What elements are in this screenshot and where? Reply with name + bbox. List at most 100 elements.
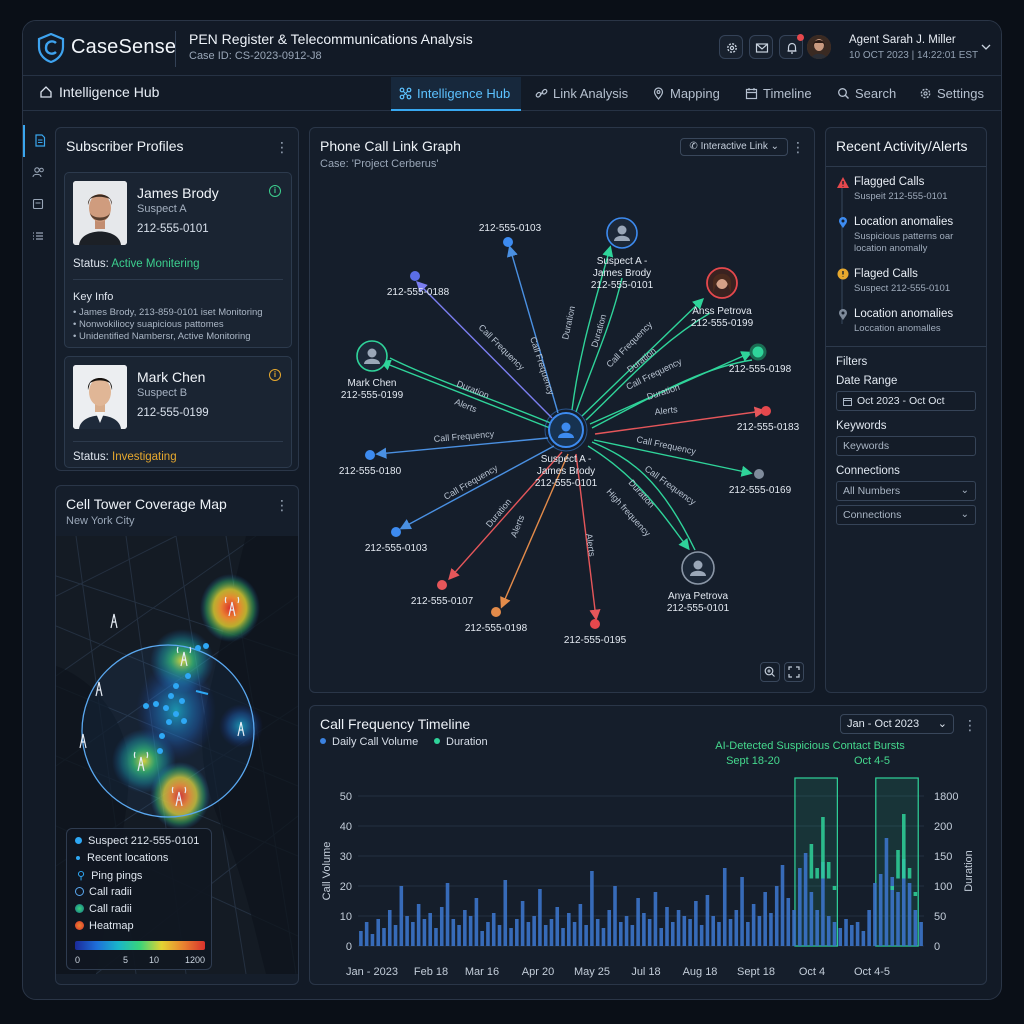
edge bbox=[448, 451, 563, 581]
edge-label: Call Frequency bbox=[477, 322, 527, 372]
alert-title: Location anomalies bbox=[854, 308, 954, 320]
home-icon bbox=[40, 86, 52, 98]
edge bbox=[581, 298, 705, 417]
edge bbox=[506, 245, 559, 414]
info-icon[interactable]: i bbox=[269, 369, 281, 381]
tab-label: Mapping bbox=[670, 86, 720, 101]
y2-tick-label: 200 bbox=[934, 821, 952, 833]
legend-label: Call radii bbox=[89, 903, 132, 915]
map-canvas[interactable]: Suspect 212-555-0101 Recent locations ⚲ P… bbox=[56, 536, 298, 974]
y2-axis-label: Duration bbox=[963, 850, 975, 892]
zoom-button[interactable] bbox=[760, 662, 780, 682]
rail-item-people[interactable] bbox=[23, 157, 53, 189]
edge bbox=[500, 453, 569, 609]
volume-bar bbox=[393, 925, 398, 946]
duration-bar bbox=[901, 814, 906, 879]
duration-bar bbox=[890, 886, 895, 890]
fullscreen-icon bbox=[788, 666, 800, 678]
y-tick-label: 10 bbox=[340, 911, 352, 923]
y2-tick-label: 50 bbox=[934, 911, 946, 923]
volume-bar bbox=[705, 895, 710, 946]
graph-node bbox=[749, 343, 767, 361]
timeline-chart[interactable]: 0 0 10 50 20 100 30 150 40 200 50 1800 Jan - 2023 Feb… bbox=[310, 706, 986, 984]
duration-bar bbox=[913, 892, 918, 896]
fullscreen-button[interactable] bbox=[784, 662, 804, 682]
connections-select-secondary[interactable]: Connections ⌄ bbox=[836, 505, 976, 525]
filters-title: Filters bbox=[836, 356, 868, 368]
edge bbox=[591, 441, 696, 551]
date-range-label: Date Range bbox=[836, 375, 898, 387]
volume-bar bbox=[480, 931, 484, 946]
kebab-menu-icon[interactable]: ⋮ bbox=[275, 139, 289, 155]
volume-bar bbox=[757, 916, 762, 946]
people-icon bbox=[32, 167, 44, 178]
graph-node bbox=[365, 450, 375, 460]
y2-tick-label: 1800 bbox=[934, 791, 958, 803]
connections-select[interactable]: All Numbers ⌄ bbox=[836, 481, 976, 501]
tab-intelligence-hub[interactable]: Intelligence Hub bbox=[391, 77, 521, 111]
gear-button[interactable] bbox=[719, 35, 743, 59]
y-axis-label: Call Volume bbox=[321, 842, 333, 901]
link-icon bbox=[535, 88, 548, 98]
volume-bar bbox=[613, 886, 617, 946]
volume-bar bbox=[832, 922, 837, 946]
graph-edges bbox=[375, 245, 766, 621]
search-icon bbox=[838, 88, 849, 99]
rail-item-files[interactable] bbox=[23, 189, 53, 221]
tab-mapping[interactable]: Mapping bbox=[644, 77, 728, 111]
tab-search[interactable]: Search bbox=[829, 77, 904, 111]
panel-title: Cell Tower Coverage Map bbox=[66, 496, 227, 512]
legend-label: Ping pings bbox=[91, 870, 143, 882]
mail-button[interactable] bbox=[749, 35, 773, 59]
graph-node bbox=[391, 527, 401, 537]
date-range-input[interactable]: Oct 2023 - Oct Oct bbox=[836, 391, 976, 411]
keywords-input[interactable]: Keywords bbox=[836, 436, 976, 456]
rail-item-documents[interactable] bbox=[23, 125, 53, 157]
tab-label: Timeline bbox=[763, 86, 812, 101]
chevron-down-icon: ⌄ bbox=[960, 509, 969, 520]
volume-bar bbox=[468, 916, 473, 946]
profile-role: Suspect A bbox=[137, 203, 187, 215]
node-label: 212-555-0103 bbox=[479, 223, 542, 234]
kebab-menu-icon[interactable]: ⋮ bbox=[963, 717, 977, 733]
edge bbox=[591, 359, 753, 429]
x-tick-label: Feb 18 bbox=[414, 966, 448, 978]
divider bbox=[826, 166, 986, 167]
link-graph-svg[interactable]: Call Frequency Call Frequency Duration D… bbox=[310, 128, 814, 693]
chevron-down-icon[interactable] bbox=[981, 43, 991, 51]
kebab-menu-icon[interactable]: ⋮ bbox=[791, 139, 805, 155]
info-icon bbox=[837, 268, 849, 280]
node-anya-petrova bbox=[681, 551, 715, 585]
y-tick-label: 0 bbox=[346, 941, 352, 953]
map-legend: Suspect 212-555-0101 Recent locations ⚲ P… bbox=[66, 828, 212, 970]
volume-bar bbox=[659, 928, 664, 946]
tab-label: Settings bbox=[937, 86, 984, 101]
date-range-select[interactable]: Jan - Oct 2023 ⌄ bbox=[840, 714, 954, 734]
tab-settings[interactable]: Settings bbox=[911, 77, 992, 111]
volume-bar bbox=[838, 928, 843, 946]
volume-bar bbox=[370, 934, 375, 946]
heatmap-scale bbox=[75, 941, 205, 950]
node-label: 212-555-0199 bbox=[691, 318, 754, 329]
rail-item-list[interactable] bbox=[23, 221, 53, 253]
edge bbox=[587, 445, 690, 551]
tab-link-analysis[interactable]: Link Analysis bbox=[527, 77, 636, 111]
chevron-down-icon: ⌄ bbox=[770, 141, 779, 152]
volume-bar bbox=[584, 925, 588, 946]
kebab-menu-icon[interactable]: ⋮ bbox=[275, 497, 289, 513]
case-id: Case ID: CS-2023-0912-J8 bbox=[189, 50, 322, 62]
profile-card-mark-chen[interactable]: Mark Chen Suspect B 212-555-0199 i Statu… bbox=[64, 356, 292, 468]
volume-bar bbox=[416, 904, 421, 946]
notifications-button[interactable] bbox=[779, 34, 804, 59]
key-info-title: Key Info bbox=[73, 291, 114, 303]
profile-status: Status: Investigating bbox=[73, 451, 177, 463]
avatar[interactable] bbox=[807, 35, 831, 59]
tab-timeline[interactable]: Timeline bbox=[737, 77, 820, 111]
volume-bar bbox=[798, 868, 802, 946]
interactive-link-dropdown[interactable]: ✆ Interactive Link ⌄ bbox=[680, 138, 788, 156]
page-title: PEN Register & Telecommunications Analys… bbox=[189, 31, 473, 47]
duration-bar bbox=[826, 862, 831, 879]
volume-bar bbox=[578, 904, 583, 946]
profile-card-james-brody[interactable]: James Brody Suspect A 212-555-0101 i Sta… bbox=[64, 172, 292, 348]
info-icon[interactable]: i bbox=[269, 185, 281, 197]
